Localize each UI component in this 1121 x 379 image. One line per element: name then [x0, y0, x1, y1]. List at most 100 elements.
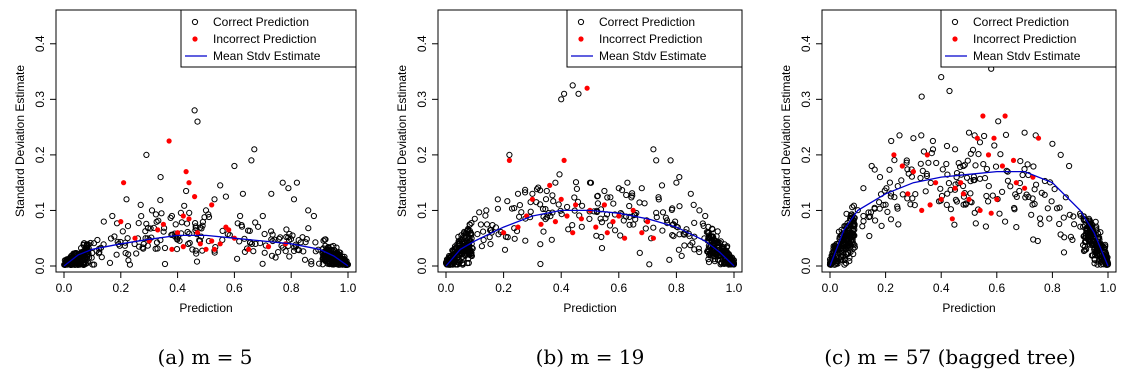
- x-tick-label: 0.2: [112, 281, 129, 295]
- correct-point: [650, 224, 657, 231]
- correct-point: [1081, 247, 1089, 254]
- correct-point: [211, 196, 218, 203]
- incorrect-point: [194, 230, 201, 236]
- correct-point: [653, 209, 660, 216]
- chart-panel-1: 0.0 0.2 0.4 0.6 0.8 1.0 Prediction 0.0 0.1 0.2 0.3…: [13, 9, 357, 369]
- correct-point: [290, 247, 298, 255]
- x-axis-label: Prediction: [942, 301, 995, 315]
- incorrect-point: [265, 244, 272, 250]
- incorrect-point: [211, 246, 218, 252]
- correct-point: [633, 209, 640, 217]
- incorrect-point: [192, 194, 198, 200]
- incorrect-point: [515, 224, 521, 230]
- correct-point: [558, 211, 565, 218]
- correct-point: [80, 261, 87, 268]
- correct-point: [662, 214, 670, 221]
- incorrect-point: [960, 191, 967, 197]
- legend-mean-label: Mean Stdv Estimate: [213, 49, 321, 63]
- chart-panel-2: 0.0 0.2 0.4 0.6 0.8 1.0 Prediction 0.0 0.1 0.2 0.3…: [395, 9, 743, 369]
- x-axis-label: Prediction: [179, 301, 232, 315]
- incorrect-point: [169, 246, 175, 252]
- incorrect-point: [639, 230, 645, 236]
- correct-point: [626, 202, 633, 210]
- incorrect-point: [203, 246, 209, 252]
- correct-point: [1053, 205, 1061, 212]
- incorrect-point: [166, 138, 172, 144]
- correct-point: [248, 240, 255, 247]
- correct-point: [106, 259, 114, 266]
- correct-point: [1012, 191, 1019, 198]
- legend-incorrect-label: Incorrect Prediction: [973, 32, 1076, 46]
- correct-point: [850, 245, 857, 252]
- correct-point: [920, 148, 928, 155]
- correct-point: [653, 214, 660, 221]
- correct-point: [598, 245, 606, 252]
- correct-point: [543, 187, 550, 195]
- correct-point: [556, 171, 563, 178]
- y-tick-label: 0.1: [415, 202, 429, 219]
- correct-point: [185, 240, 192, 248]
- correct-point: [593, 232, 600, 239]
- correct-point: [236, 238, 243, 245]
- incorrect-point: [217, 241, 223, 247]
- correct-point: [143, 151, 150, 158]
- correct-point: [601, 187, 608, 195]
- mean-stdv-line: [63, 234, 349, 267]
- panel-caption: (a) m = 5: [157, 345, 252, 369]
- correct-point: [868, 162, 875, 170]
- correct-point: [917, 174, 924, 182]
- incorrect-point: [552, 219, 559, 225]
- correct-point: [844, 243, 851, 250]
- correct-point: [996, 210, 1003, 217]
- correct-point: [646, 261, 653, 268]
- correct-point: [506, 151, 513, 158]
- correct-point: [478, 243, 485, 250]
- correct-point: [1066, 162, 1073, 170]
- correct-point: [980, 161, 987, 168]
- correct-point: [997, 151, 1004, 158]
- correct-point: [183, 187, 190, 195]
- correct-point: [183, 220, 191, 227]
- correct-point: [561, 90, 568, 97]
- correct-point: [972, 220, 979, 227]
- correct-point: [537, 201, 544, 208]
- correct-point: [238, 222, 245, 229]
- correct-point: [277, 234, 284, 241]
- correct-point: [598, 219, 606, 226]
- correct-point: [494, 205, 501, 212]
- correct-point: [903, 157, 910, 164]
- correct-point: [302, 239, 309, 246]
- correct-point: [925, 159, 932, 166]
- correct-point: [81, 255, 89, 262]
- correct-point: [943, 142, 951, 150]
- legend-correct-label: Correct Prediction: [213, 15, 309, 29]
- correct-point: [537, 187, 544, 194]
- correct-point: [1087, 233, 1095, 240]
- correct-point: [542, 196, 550, 203]
- correct-point: [841, 233, 849, 240]
- correct-point: [952, 146, 959, 153]
- correct-point: [578, 223, 585, 230]
- correct-point: [842, 236, 850, 243]
- correct-point: [160, 228, 167, 235]
- incorrect-point: [958, 180, 964, 186]
- legend-incorrect-marker: [192, 36, 198, 42]
- correct-point: [918, 93, 925, 100]
- correct-point: [282, 248, 289, 255]
- correct-point: [964, 157, 971, 164]
- correct-point: [624, 179, 631, 186]
- incorrect-point: [1013, 180, 1019, 186]
- correct-point: [887, 190, 895, 197]
- correct-point: [886, 166, 893, 173]
- correct-point: [730, 261, 738, 268]
- correct-point: [550, 198, 557, 205]
- incorrect-point: [209, 202, 215, 208]
- correct-point: [1067, 233, 1075, 240]
- correct-point: [1051, 186, 1058, 193]
- correct-point: [946, 87, 953, 95]
- x-tick-label: 0.0: [822, 281, 839, 295]
- correct-point: [527, 208, 534, 215]
- correct-point: [1057, 231, 1064, 238]
- correct-point: [471, 215, 478, 222]
- correct-point: [100, 218, 107, 225]
